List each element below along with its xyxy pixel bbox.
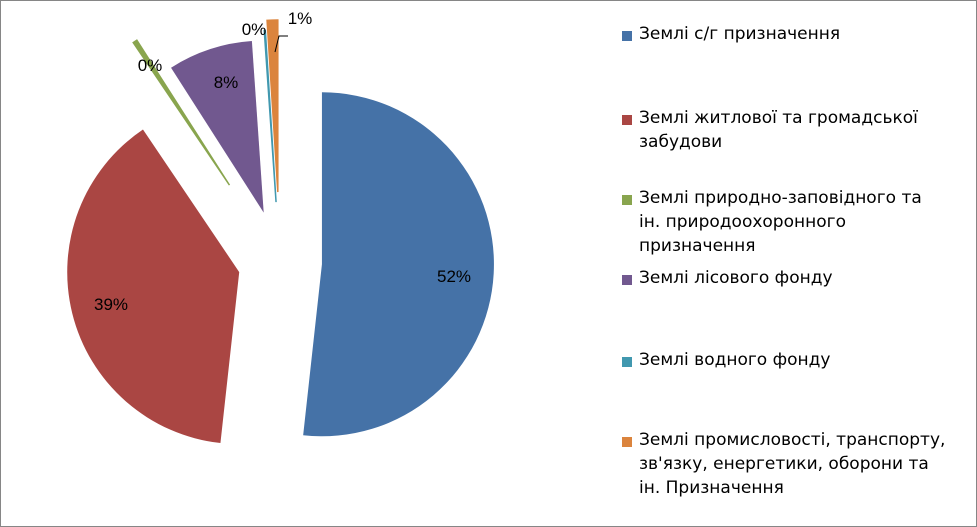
pie-slice-4 (263, 29, 277, 203)
legend-swatch (622, 357, 632, 367)
legend-swatch (622, 195, 632, 205)
legend-swatch (622, 275, 632, 285)
data-label-4: 0% (242, 20, 267, 39)
legend-swatch (622, 31, 632, 41)
data-label-5: 1% (288, 9, 313, 28)
data-label-3: 8% (214, 73, 239, 92)
legend-swatch (622, 437, 632, 447)
legend-swatch (622, 115, 632, 125)
legend-label: Землі житлової та громадської забудови (639, 108, 918, 152)
pie-slice-1 (67, 129, 240, 444)
legend-label: Землі с/г призначення (639, 24, 841, 44)
pie-slice-0 (303, 92, 494, 437)
data-label-1: 39% (94, 295, 128, 314)
leader-lines (274, 35, 288, 53)
legend-label: Землі природно-заповідного та ін. природ… (639, 188, 922, 256)
pie-slice-5 (266, 19, 279, 193)
data-label-0: 52% (437, 267, 471, 286)
pie-slice-2 (132, 39, 231, 186)
pie-chart: 52% 39% 0% 8% 0% 1% (67, 9, 494, 444)
legend-label: Землі водного фонду (639, 350, 831, 370)
leader-line-industry (274, 35, 288, 53)
legend-label: Землі лісового фонду (639, 268, 833, 288)
pie-slice-3 (171, 41, 264, 213)
pie-slices (67, 19, 494, 444)
legend: Землі с/г призначення Землі житлової та … (622, 0, 972, 527)
data-labels: 52% 39% 0% 8% 0% 1% (94, 9, 471, 314)
legend-label: Землі промисловості, транспорту, зв'язку… (639, 430, 946, 498)
data-label-2: 0% (138, 56, 163, 75)
